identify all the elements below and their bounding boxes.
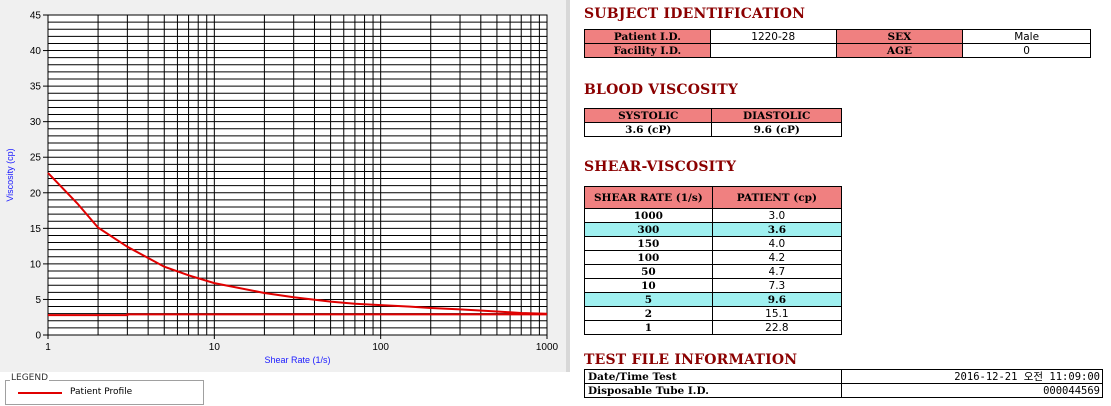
table-row-highlighted: 5 9.6	[584, 292, 843, 307]
patient-id-value: 1220-28	[709, 29, 837, 44]
table-row: 100 4.2	[584, 250, 843, 265]
shear-rate-cell: 5	[584, 292, 713, 307]
shear-rate-cell: 100	[584, 250, 713, 265]
table-row: 1 22.8	[584, 320, 843, 335]
table-row-highlighted: 300 3.6	[584, 222, 843, 237]
y-tick-label: 30	[30, 117, 42, 128]
y-tick-label: 40	[30, 46, 42, 57]
facility-id-label: Facility I.D.	[584, 43, 711, 58]
age-value: 0	[962, 43, 1091, 58]
viscosity-chart: 0 5 10 15 20 25 30 35 40 45 1 10 100 1000 Shear Rate (…	[5, 0, 570, 372]
patient-value-cell: 9.6	[711, 292, 843, 307]
y-axis-label: Viscosity (cp)	[5, 148, 15, 201]
table-row: 1000 3.0	[584, 208, 843, 223]
y-tick-label: 15	[30, 224, 42, 235]
diastolic-label: DIASTOLIC	[711, 108, 842, 123]
shear-rate-cell: 300	[584, 222, 713, 237]
test-file-information-title: TEST FILE INFORMATION	[584, 352, 798, 368]
blood-viscosity-title: BLOOD VISCOSITY	[584, 82, 739, 98]
tube-id-value: 000044569	[841, 383, 1103, 398]
systolic-value: 3.6 (cP)	[583, 122, 713, 137]
patient-profile-curve	[47, 172, 548, 315]
patient-value-cell: 22.8	[711, 320, 843, 335]
baseline-curve	[48, 313, 547, 317]
shear-rate-cell: 2	[584, 306, 713, 321]
subject-identification-title: SUBJECT IDENTIFICATION	[584, 6, 806, 22]
y-tick-label: 20	[30, 188, 42, 199]
y-tick-label: 25	[30, 153, 42, 164]
y-tick-label: 0	[35, 331, 41, 342]
patient-cp-header: PATIENT (cp)	[711, 186, 843, 209]
chart-panel: 0 5 10 15 20 25 30 35 40 45 1 10 100 1000 Shear Rate (…	[0, 0, 570, 372]
patient-value-cell: 7.3	[711, 278, 843, 293]
patient-value-cell: 15.1	[711, 306, 843, 321]
legend-title: LEGEND	[10, 373, 50, 383]
date-time-label: Date/Time Test	[583, 369, 843, 384]
plot-frame	[47, 14, 548, 336]
shear-rate-cell: 1000	[584, 208, 713, 223]
sex-label: SEX	[835, 29, 964, 44]
x-tick-label: 10	[209, 342, 221, 353]
shear-rate-cell: 1	[584, 320, 713, 335]
blood-viscosity-table: SYSTOLIC DIASTOLIC 3.6 (cP) 9.6 (cP)	[583, 108, 842, 137]
systolic-label: SYSTOLIC	[583, 108, 713, 123]
y-tick-label: 5	[35, 295, 41, 306]
x-tick-label: 1	[45, 342, 51, 353]
shear-rate-header: SHEAR RATE (1/s)	[584, 186, 713, 209]
shear-viscosity-table: SHEAR RATE (1/s) PATIENT (cp) 1000 3.0 30…	[584, 186, 843, 335]
table-row: 50 4.7	[584, 264, 843, 279]
y-tick-label: 35	[30, 82, 42, 93]
diastolic-value: 9.6 (cP)	[711, 122, 842, 137]
shear-rate-cell: 10	[584, 278, 713, 293]
sex-value: Male	[962, 29, 1091, 44]
subject-table: Patient I.D. 1220-28 SEX Male Facility I…	[584, 29, 1091, 58]
x-tick-label: 100	[372, 342, 389, 353]
tube-id-label: Disposable Tube I.D.	[583, 383, 843, 398]
y-tick-label: 45	[30, 11, 42, 22]
patient-value-cell: 4.0	[711, 236, 843, 251]
table-row: 10 7.3	[584, 278, 843, 293]
patient-value-cell: 3.6	[711, 222, 843, 237]
test-file-table: Date/Time Test 2016-12-21 오전 11:09:00 Di…	[583, 369, 1103, 398]
facility-id-value	[709, 43, 837, 58]
date-time-value: 2016-12-21 오전 11:09:00	[841, 369, 1103, 384]
patient-id-label: Patient I.D.	[584, 29, 711, 44]
plot-area	[48, 15, 547, 335]
legend-label: Patient Profile	[70, 387, 133, 397]
x-axis-label: Shear Rate (1/s)	[264, 355, 330, 365]
shear-viscosity-title: SHEAR-VISCOSITY	[584, 159, 737, 175]
patient-value-cell: 4.2	[711, 250, 843, 265]
panel-divider	[566, 0, 570, 372]
x-tick-label: 1000	[536, 342, 559, 353]
age-label: AGE	[835, 43, 964, 58]
patient-value-cell: 4.7	[711, 264, 843, 279]
y-tick-label: 10	[30, 259, 42, 270]
patient-value-cell: 3.0	[711, 208, 843, 223]
legend: LEGEND Patient Profile	[5, 373, 204, 405]
shear-rate-cell: 50	[584, 264, 713, 279]
shear-rate-cell: 150	[584, 236, 713, 251]
table-row: 150 4.0	[584, 236, 843, 251]
legend-line-swatch	[18, 392, 62, 394]
table-row: 2 15.1	[584, 306, 843, 321]
